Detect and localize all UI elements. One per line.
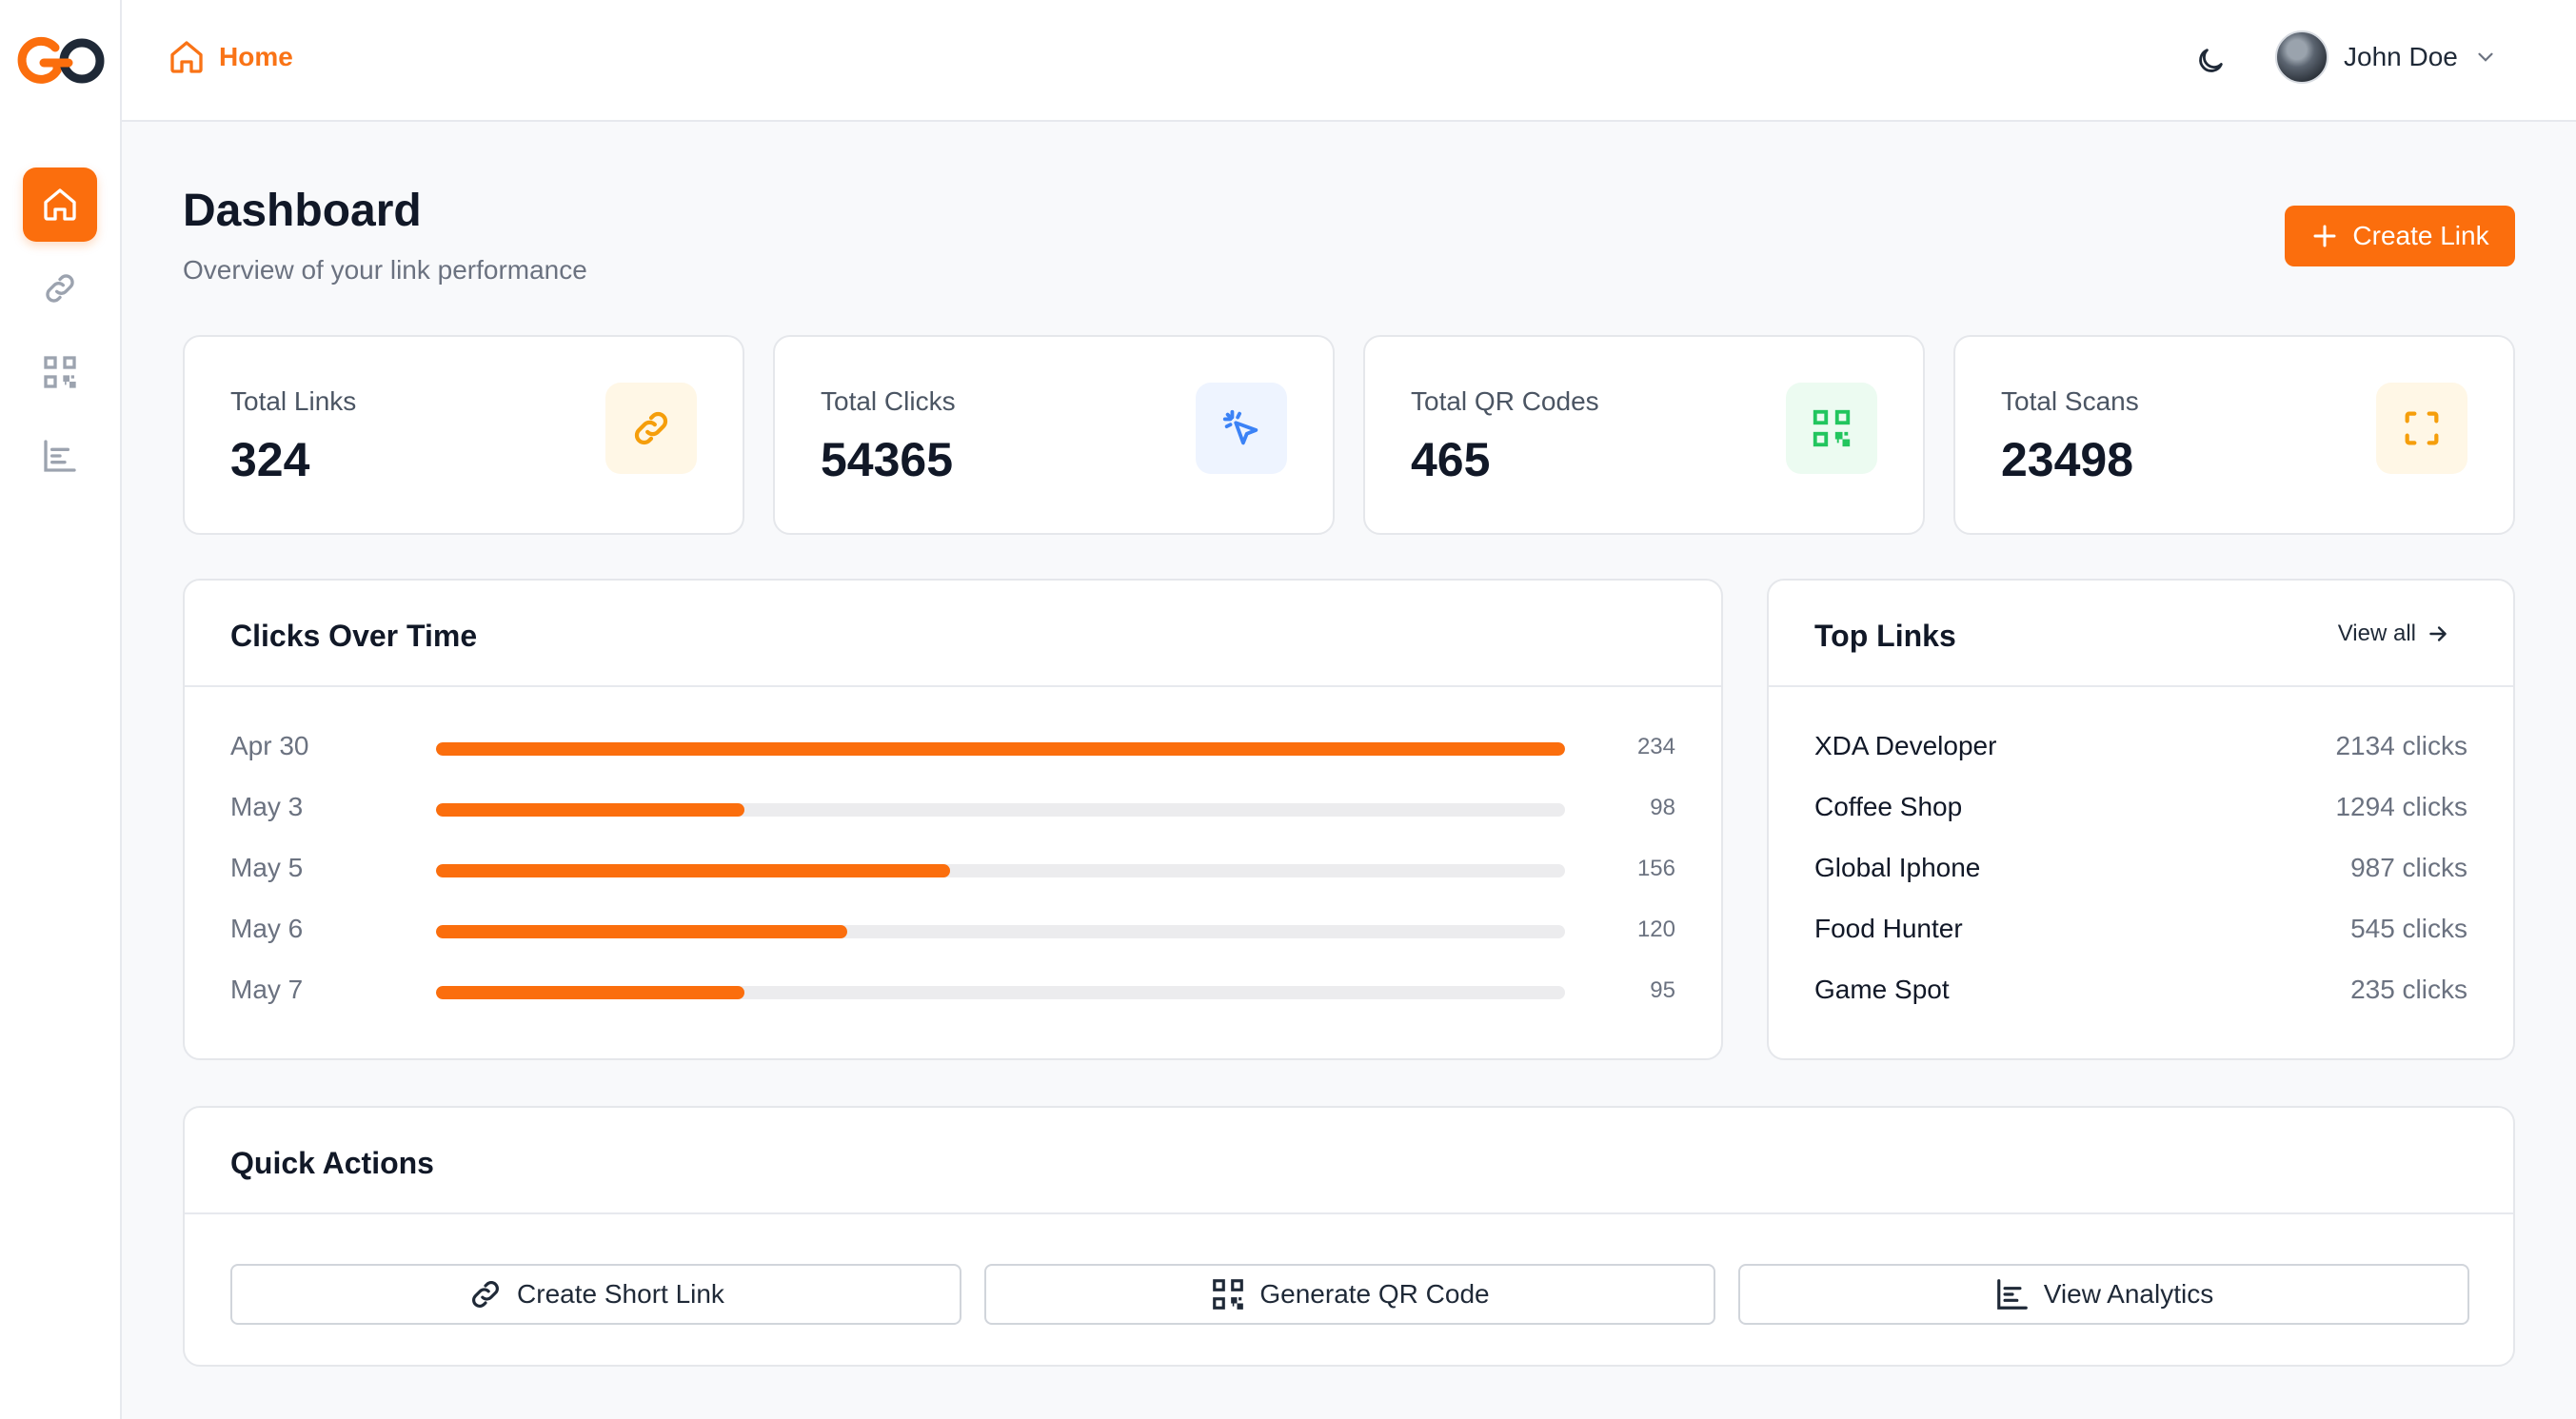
top-link-clicks: 987 clicks xyxy=(2350,853,2467,882)
button-label: Create Short Link xyxy=(517,1279,724,1309)
sidebar-item-analytics[interactable] xyxy=(23,419,97,493)
link-icon xyxy=(472,1281,499,1308)
card-title: Quick Actions xyxy=(230,1146,434,1180)
clicks-bar-track xyxy=(436,925,1565,938)
qr-code-icon xyxy=(1213,1279,1244,1310)
generate-qr-code-button[interactable]: Generate QR Code xyxy=(984,1264,1715,1325)
qr-code-icon xyxy=(1813,409,1851,447)
card-header: Clicks Over Time xyxy=(185,581,1721,687)
stat-card-total-links: Total Links 324 xyxy=(183,335,744,535)
row-date: May 7 xyxy=(230,975,304,1004)
top-link-clicks: 545 clicks xyxy=(2350,914,2467,943)
plus-icon xyxy=(2313,225,2336,247)
stat-label: Total QR Codes xyxy=(1411,386,1599,416)
row-value: 156 xyxy=(1636,856,1675,881)
avatar[interactable] xyxy=(2275,30,2328,84)
top-links-card: Top Links View all XDA Developer 2134 cli… xyxy=(1767,579,2515,1060)
top-link-name[interactable]: XDA Developer xyxy=(1814,731,1997,760)
stat-label: Total Links xyxy=(230,386,357,416)
stat-card-total-qr-codes: Total QR Codes 465 xyxy=(1363,335,1925,535)
top-header: Home John Doe xyxy=(122,0,2576,122)
clicks-bar-fill xyxy=(436,925,848,938)
stat-icon-box xyxy=(2376,383,2467,474)
create-link-label: Create Link xyxy=(2352,221,2489,250)
stat-card-total-clicks: Total Clicks 54365 xyxy=(773,335,1335,535)
stat-value: 23498 xyxy=(2001,433,2134,486)
card-title: Clicks Over Time xyxy=(230,619,478,653)
moon-icon xyxy=(2199,49,2223,72)
stat-icon-box xyxy=(1786,383,1877,474)
scan-icon xyxy=(2405,411,2439,445)
sidebar-item-home[interactable] xyxy=(23,168,97,242)
top-link-name[interactable]: Game Spot xyxy=(1814,975,1950,1004)
sidebar-item-links[interactable] xyxy=(23,251,97,325)
stat-value: 324 xyxy=(230,433,310,486)
row-date: Apr 30 xyxy=(230,731,309,760)
card-header: Top Links View all xyxy=(1769,581,2513,687)
create-short-link-button[interactable]: Create Short Link xyxy=(230,1264,961,1325)
top-link-name[interactable]: Coffee Shop xyxy=(1814,792,1963,821)
card-title: Top Links xyxy=(1814,619,1956,653)
breadcrumb-home[interactable]: Home xyxy=(219,42,293,71)
stat-icon-box xyxy=(1196,383,1287,474)
top-link-name[interactable]: Global Iphone xyxy=(1814,853,1981,882)
user-menu[interactable]: John Doe xyxy=(2275,30,2498,84)
link-icon xyxy=(634,411,668,445)
clicks-bar-track xyxy=(436,986,1565,999)
row-value: 98 xyxy=(1650,795,1675,820)
stat-card-total-scans: Total Scans 23498 xyxy=(1953,335,2515,535)
row-value: 120 xyxy=(1636,916,1675,942)
clicks-bar-track xyxy=(436,864,1565,877)
user-name[interactable]: John Doe xyxy=(2344,42,2458,71)
home-icon xyxy=(170,41,203,73)
view-all-link[interactable]: View all xyxy=(2338,621,2450,647)
top-link-clicks: 1294 clicks xyxy=(2335,792,2467,821)
sidebar-item-qr-codes[interactable] xyxy=(23,335,97,409)
qr-code-icon xyxy=(44,356,76,388)
page-subtitle: Overview of your link performance xyxy=(183,255,587,285)
cursor-click-icon xyxy=(1222,409,1258,445)
row-date: May 6 xyxy=(230,914,304,943)
arrow-right-icon[interactable] xyxy=(2426,621,2450,646)
page-title: Dashboard xyxy=(183,186,422,236)
create-link-button[interactable]: Create Link xyxy=(2285,206,2515,266)
stat-value: 54365 xyxy=(821,433,954,486)
breadcrumb[interactable]: Home xyxy=(168,38,293,76)
stat-label: Total Clicks xyxy=(821,386,956,416)
link-icon xyxy=(46,274,74,303)
sidebar xyxy=(0,0,122,1419)
bar-chart-icon xyxy=(1996,1279,2028,1310)
clicks-bar-fill xyxy=(436,864,951,877)
button-label: Generate QR Code xyxy=(1259,1279,1490,1309)
stat-value: 465 xyxy=(1411,433,1491,486)
top-link-clicks: 2134 clicks xyxy=(2335,731,2467,760)
top-link-name[interactable]: Food Hunter xyxy=(1814,914,1963,943)
clicks-bar-fill xyxy=(436,986,745,999)
card-header: Quick Actions xyxy=(185,1108,2513,1214)
clicks-bar-fill xyxy=(436,803,745,817)
bar-chart-icon xyxy=(44,440,76,472)
clicks-bar-track xyxy=(436,742,1565,756)
app-logo[interactable] xyxy=(13,34,109,88)
stat-label: Total Scans xyxy=(2001,386,2139,416)
row-value: 95 xyxy=(1650,977,1675,1003)
clicks-bar-track xyxy=(436,803,1565,817)
stat-icon-box xyxy=(605,383,697,474)
view-analytics-button[interactable]: View Analytics xyxy=(1738,1264,2469,1325)
button-label: View Analytics xyxy=(2043,1279,2214,1309)
clicks-bar-fill xyxy=(436,742,1565,756)
row-date: May 3 xyxy=(230,792,304,821)
home-icon xyxy=(44,188,76,221)
quick-actions-card: Quick Actions Create Short Link Generate… xyxy=(183,1106,2515,1367)
theme-toggle-button[interactable] xyxy=(2190,40,2231,82)
row-value: 234 xyxy=(1636,734,1675,759)
chevron-down-icon[interactable] xyxy=(2473,45,2498,69)
view-all-label[interactable]: View all xyxy=(2337,621,2416,646)
clicks-over-time-card: Clicks Over Time Apr 30 234 May 3 98 May 5 15… xyxy=(183,579,1723,1060)
top-link-clicks: 235 clicks xyxy=(2350,975,2467,1004)
row-date: May 5 xyxy=(230,853,304,882)
